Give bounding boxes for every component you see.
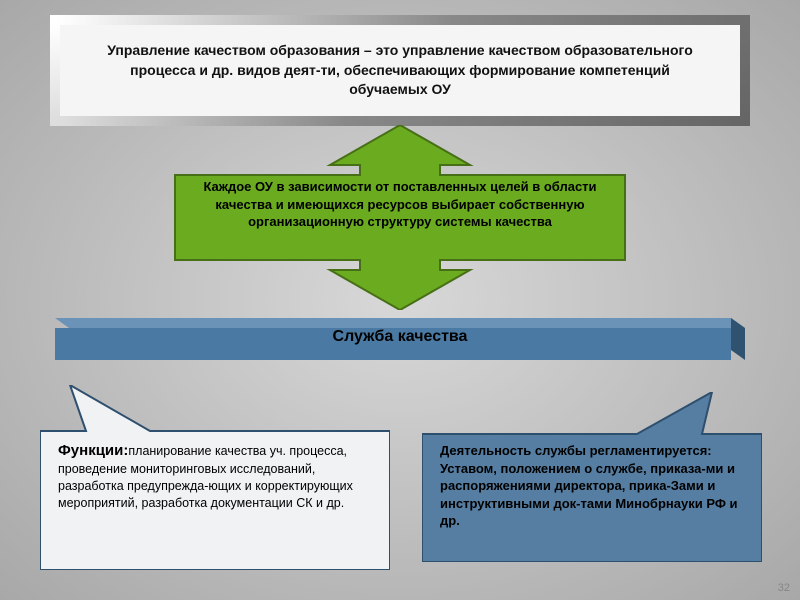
- regulation-text: Деятельность службы регламентируется: Ус…: [422, 392, 762, 544]
- definition-text-post: обучаемых ОУ: [349, 81, 451, 97]
- regulation-callout: Деятельность службы регламентируется: Ус…: [422, 392, 762, 562]
- functions-text: Функции:планирование качества уч. процес…: [40, 385, 390, 526]
- definition-text-bold: компетенций: [579, 62, 670, 78]
- page-number: 32: [778, 582, 790, 594]
- quality-service-bar: Служба качества: [55, 318, 745, 360]
- quality-service-label: Служба качества: [55, 328, 745, 346]
- green-block-text: Каждое ОУ в зависимости от поставленных …: [190, 178, 610, 231]
- functions-bold: Функции:: [58, 442, 128, 459]
- definition-box: Управление качеством образования – это у…: [50, 15, 750, 126]
- bar-top: [55, 318, 745, 328]
- functions-callout: Функции:планирование качества уч. процес…: [40, 385, 390, 570]
